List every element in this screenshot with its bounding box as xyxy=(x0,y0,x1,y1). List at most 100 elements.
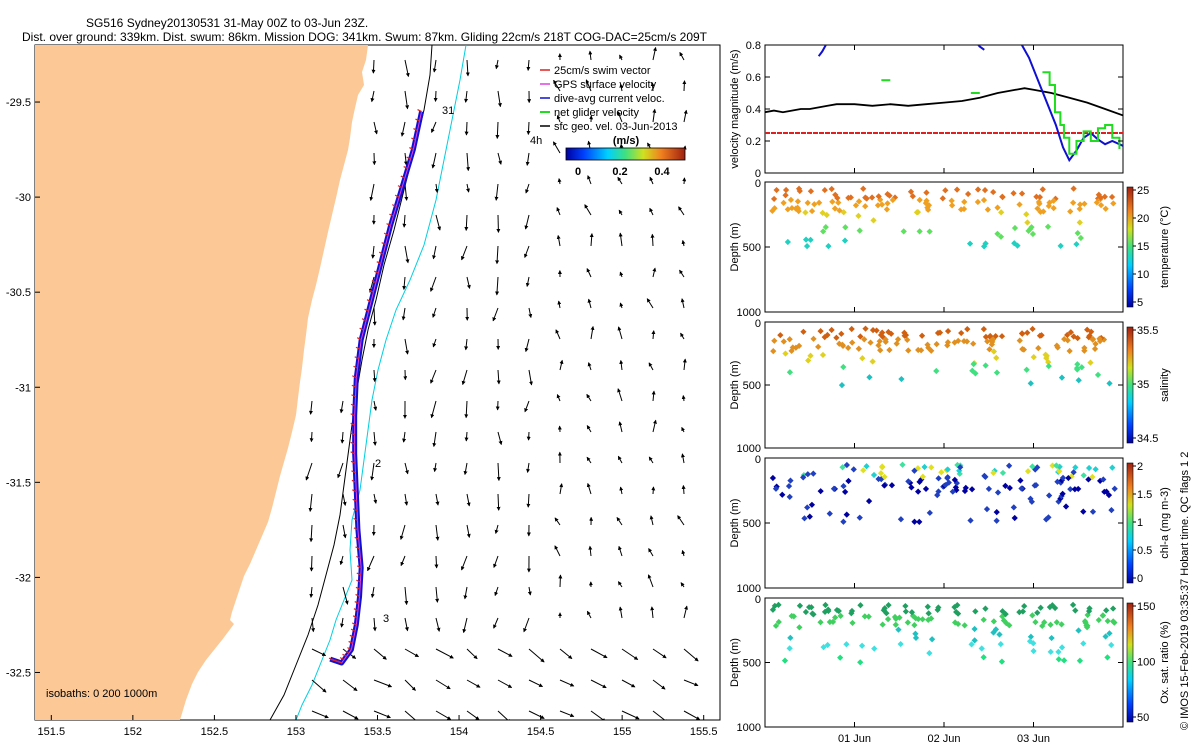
legend-dac: dive-avg current veloc. xyxy=(554,93,665,105)
profile-1-y-tick-0: 0 xyxy=(755,318,761,330)
profile-2-cbar-label: chl-a (mg m-3) xyxy=(1159,487,1171,559)
profile-panel-1: 0 500 1000 Depth (m) 35.5 35 34.5 salinity xyxy=(729,318,1171,455)
velocity-series-0 xyxy=(765,87,1123,117)
profile-3-y-tick-1: 500 xyxy=(743,658,761,670)
velocity-ylabel: velocity magnitude (m/s) xyxy=(729,49,741,168)
map-y-tick-1: -30 xyxy=(15,192,31,204)
map-y-tick-5: -32 xyxy=(15,572,31,584)
chart-subtitle: Dist. over ground: 339km. Dist. swum: 86… xyxy=(22,30,708,44)
profile-panel-2: 0 500 1000 Depth (m) 2 1.5 1 0.5 0 chl-a (mg m-3) xyxy=(729,454,1171,595)
map-y-axis: -29.5 -30 -30.5 -31 -31.5 -32 -32.5 xyxy=(6,97,40,679)
glider-track xyxy=(328,109,424,666)
map-y-tick-0: -29.5 xyxy=(6,97,31,109)
time-axis: 01 Jun 02 Jun 03 Jun xyxy=(838,733,1050,745)
profile-0-y-tick-2: 1000 xyxy=(737,307,761,319)
map-x-tick-4: 153.5 xyxy=(364,726,392,738)
profile-1-y-tick-1: 500 xyxy=(743,380,761,392)
colorbar-tick-1: 0.2 xyxy=(612,166,627,178)
velocity-y-tick-2: 0.4 xyxy=(746,104,761,116)
time-tick-1: 02 Jun xyxy=(927,733,960,745)
profile-2-cbar-tick-4: 0 xyxy=(1137,573,1143,585)
profile-2-y-tick-2: 1000 xyxy=(737,583,761,595)
day-label-2: 2 xyxy=(375,458,381,470)
map-x-tick-7: 155 xyxy=(613,726,631,738)
velocity-series-4 xyxy=(1020,45,1123,163)
velocity-y-tick-0: 0 xyxy=(755,168,761,180)
velocity-y-tick-3: 0.6 xyxy=(746,72,761,84)
time-tick-2: 03 Jun xyxy=(1017,733,1050,745)
profile-panel-0: 0 500 1000 Depth (m) 25 20 15 10 5 temperature (°… xyxy=(729,178,1171,319)
profile-1-colorbar xyxy=(1126,326,1134,444)
profile-frame-1 xyxy=(764,321,1124,449)
profile-3-cbar-tick-0: 150 xyxy=(1137,601,1155,613)
map-x-tick-8: 155.5 xyxy=(690,726,718,738)
profile-3-colorbar xyxy=(1126,602,1134,723)
profile-3-y-tick-0: 0 xyxy=(755,594,761,606)
speed-colorbar xyxy=(565,147,686,161)
profile-2-cbar-tick-0: 2 xyxy=(1137,461,1143,473)
map-x-tick-5: 154 xyxy=(450,726,468,738)
profile-2-colorbar xyxy=(1126,462,1134,584)
legend-gps-velocity: GPS surface velocity xyxy=(554,79,657,91)
map-x-tick-0: 151.5 xyxy=(38,726,66,738)
velocity-y-tick-1: 0.2 xyxy=(746,136,761,148)
day-label-31: 31 xyxy=(442,105,454,117)
isobaths-label: isobaths: 0 200 1000m xyxy=(46,688,157,700)
legend-geo-velocity: sfc geo. vel. 03-Jun-2013 xyxy=(554,121,678,133)
profile-0-cbar-tick-2: 15 xyxy=(1137,241,1149,253)
profile-3-y-tick-2: 1000 xyxy=(737,722,761,734)
legend-net-velocity: net glider velocity xyxy=(554,107,639,119)
map-x-axis: 151.5 152 152.5 153 153.5 154 154.5 155 155.5 xyxy=(38,715,718,738)
profile-frame-0 xyxy=(764,181,1124,313)
profile-3-ylabel: Depth (m) xyxy=(729,638,741,687)
profile-2-cbar-tick-1: 1.5 xyxy=(1137,489,1152,501)
map-y-tick-2: -30.5 xyxy=(6,287,31,299)
profile-0-cbar-tick-1: 20 xyxy=(1137,213,1149,225)
profile-0-y-tick-0: 0 xyxy=(755,178,761,190)
day-label-3: 3 xyxy=(383,613,389,625)
profile-0-cbar-tick-0: 25 xyxy=(1137,185,1149,197)
profile-2-cbar-tick-2: 1 xyxy=(1137,517,1143,529)
profile-0-cbar-tick-3: 10 xyxy=(1137,269,1149,281)
profile-0-cbar-tick-4: 5 xyxy=(1137,297,1143,309)
map-x-tick-3: 153 xyxy=(287,726,305,738)
profile-1-ylabel: Depth (m) xyxy=(729,361,741,410)
profile-3-cbar-label: Ox. sat. ratio (%) xyxy=(1159,621,1171,704)
velocity-panel: 0 0.2 0.4 0.6 0.8 velocity magnitude (m/s) xyxy=(729,40,1124,180)
profile-2-cbar-tick-3: 0.5 xyxy=(1137,545,1152,557)
profile-0-colorbar xyxy=(1126,186,1134,308)
track-gps-line xyxy=(330,111,423,664)
map-panel: 151.5 152 152.5 153 153.5 154 154.5 155 155.5 -2… xyxy=(6,44,721,738)
profile-1-y-tick-2: 1000 xyxy=(737,443,761,455)
time-tick-0: 01 Jun xyxy=(838,733,871,745)
velocity-series-3 xyxy=(976,45,985,51)
colorbar-tick-2: 0.4 xyxy=(654,166,670,178)
profile-1-cbar-tick-1: 35 xyxy=(1137,379,1149,391)
map-y-tick-4: -31.5 xyxy=(6,477,31,489)
profile-frame-3 xyxy=(764,597,1124,728)
profile-3-cbar-tick-1: 100 xyxy=(1137,657,1155,669)
colorbar-tick-0: 0 xyxy=(575,166,581,178)
profile-3-cbar-tick-2: 50 xyxy=(1137,712,1149,724)
map-x-tick-2: 152.5 xyxy=(201,726,229,738)
map-x-tick-6: 154.5 xyxy=(527,726,555,738)
geostrophic-velocity-arrows xyxy=(305,46,701,720)
velocity-y-tick-4: 0.8 xyxy=(746,40,761,52)
land-mass xyxy=(35,45,368,720)
map-x-tick-1: 152 xyxy=(124,726,142,738)
profile-2-y-tick-1: 500 xyxy=(743,518,761,530)
profile-1-cbar-label: salinity xyxy=(1159,368,1171,402)
credit-footer: © IMOS 15-Feb-2019 03:35:37 Hobart time.… xyxy=(1179,451,1191,730)
profile-0-y-tick-1: 500 xyxy=(743,242,761,254)
profile-1-cbar-tick-0: 35.5 xyxy=(1137,325,1158,337)
velocity-series-5 xyxy=(1042,71,1121,155)
chart-title: SG516 Sydney20130531 31-May 00Z to 03-Ju… xyxy=(86,16,369,30)
velocity-series-2 xyxy=(817,45,828,57)
colorbar-title: (m/s) xyxy=(613,135,640,147)
map-y-tick-3: -31 xyxy=(15,382,31,394)
legend-scale-note: 4h xyxy=(530,135,542,147)
profile-panel-3: 0 500 1000 Depth (m) 150 100 50 Ox. sat. ratio … xyxy=(729,594,1171,734)
map-y-tick-6: -32.5 xyxy=(6,667,31,679)
